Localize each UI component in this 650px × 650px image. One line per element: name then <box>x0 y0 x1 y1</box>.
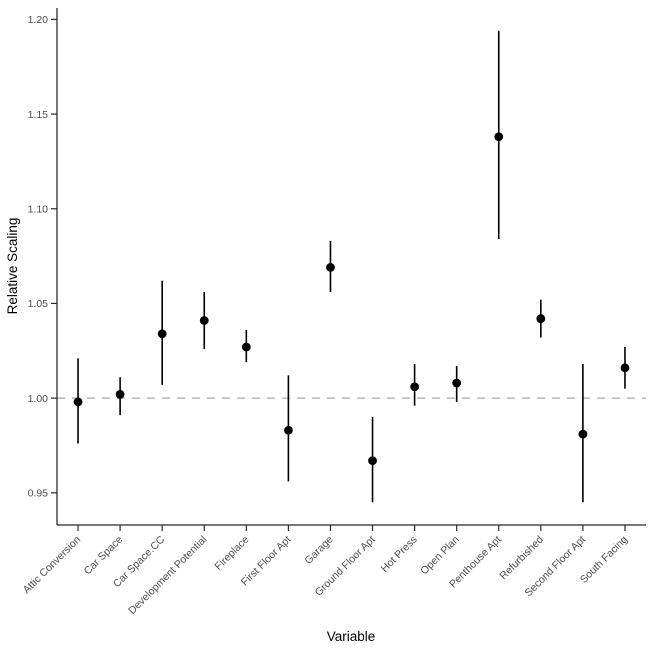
x-tick-label-attic-conversion: Attic Conversion <box>21 534 84 597</box>
data-layer <box>73 30 630 503</box>
data-point-penthouse-apt <box>494 132 504 142</box>
y-tick-label-0.95: 0.95 <box>28 488 49 500</box>
x-tick-label-garage: Garage <box>302 534 335 567</box>
x-axis-title: Variable <box>327 629 376 644</box>
data-point-garage <box>326 263 335 272</box>
data-point-attic-conversion <box>73 397 83 407</box>
data-point-south-facing <box>620 363 630 373</box>
data-point-car-space <box>115 389 125 399</box>
x-tick-label-development-potential: Development Potential <box>126 534 209 617</box>
y-tick-label-1.10: 1.10 <box>28 203 49 215</box>
y-axis-title: Relative Scaling <box>5 218 20 315</box>
x-tick-label-fireplace: Fireplace <box>212 534 251 573</box>
y-tick-label-1.05: 1.05 <box>28 298 49 310</box>
data-point-first-floor-apt <box>283 425 293 435</box>
data-point-second-floor-apt <box>578 429 588 439</box>
y-tick-label-1.00: 1.00 <box>28 393 49 405</box>
data-point-open-plan <box>452 378 462 388</box>
data-point-ground-floor-apt <box>368 456 377 466</box>
axis-layer: 0.95 1.00 1.05 1.10 1.15 1.20 Attic Conversion… <box>21 8 646 617</box>
x-tick-label-hot-press: Hot Press <box>379 534 420 575</box>
y-tick-label-1.15: 1.15 <box>28 109 49 121</box>
data-point-refurbished <box>536 314 546 323</box>
data-point-development-potential <box>199 316 209 325</box>
y-tick-label-1.20: 1.20 <box>28 14 49 26</box>
x-tick-label-car-space: Car Space <box>82 534 126 578</box>
data-point-hot-press <box>410 382 420 392</box>
data-point-fireplace <box>241 342 251 352</box>
x-tick-label-open-plan: Open Plan <box>418 534 462 578</box>
data-point-car-space-cc <box>157 329 167 339</box>
